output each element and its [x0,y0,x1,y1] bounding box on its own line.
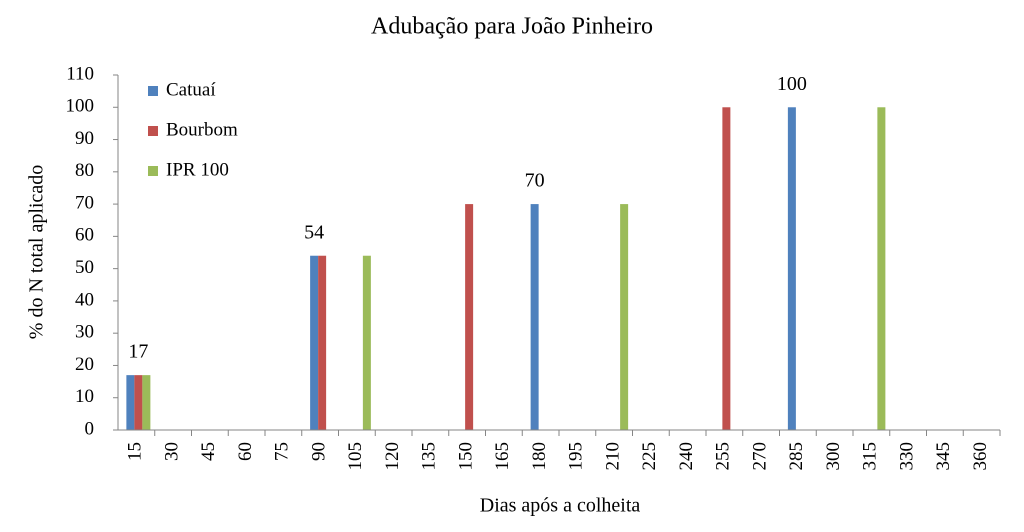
x-tick-label: 165 [492,442,513,471]
x-tick-label: 255 [713,442,734,471]
x-tick-label: 315 [860,442,881,471]
bar [620,204,629,430]
chart-title: Adubação para João Pinheiro [371,14,653,40]
bar [877,107,886,430]
legend-label: IPR 100 [166,159,229,180]
legend-marker [148,86,158,96]
y-tick-label: 40 [75,289,94,310]
x-tick-label: 60 [235,442,256,461]
data-label: 70 [525,170,545,192]
data-label: 54 [304,221,324,243]
bar [530,204,539,430]
y-tick-label: 0 [85,418,95,439]
y-axis-title: % do N total aplicado [26,165,48,339]
x-tick-label: 210 [602,442,623,471]
x-tick-label: 240 [676,442,697,471]
x-tick-label: 180 [529,442,550,471]
x-tick-label: 270 [749,442,770,471]
bar [142,375,151,430]
y-tick-label: 30 [75,322,94,343]
legend-label: Bourbom [166,119,238,140]
y-tick-label: 70 [75,192,94,213]
x-tick-label: 330 [896,442,917,471]
x-tick-label: 345 [933,442,954,471]
x-tick-label: 150 [455,442,476,471]
bar [318,255,327,430]
y-tick-label: 10 [75,386,94,407]
x-tick-label: 45 [198,442,219,461]
legend-label: Catuaí [166,79,216,100]
bar [310,255,319,430]
x-tick-label: 75 [272,442,293,461]
bar [465,204,474,430]
x-tick-label: 30 [161,442,182,461]
x-axis-title: Dias após a colheita [480,495,641,517]
bar [126,375,135,430]
data-label: 17 [128,341,148,363]
y-tick-label: 60 [75,225,94,246]
x-tick-label: 195 [566,442,587,471]
y-tick-label: 20 [75,354,94,375]
y-tick-label: 50 [75,257,94,278]
x-tick-label: 285 [786,442,807,471]
x-tick-label: 300 [823,442,844,471]
legend-marker [148,126,158,136]
bar [722,107,731,430]
x-tick-label: 90 [308,442,329,461]
legend-marker [148,166,158,176]
y-tick-label: 80 [75,160,94,181]
data-label: 100 [777,73,807,95]
x-tick-label: 360 [970,442,991,471]
x-tick-label: 225 [639,442,660,471]
bar [134,375,143,430]
x-tick-label: 105 [345,442,366,471]
bar [362,255,371,430]
bar [787,107,796,430]
y-tick-label: 100 [66,96,95,117]
y-tick-label: 110 [66,63,94,84]
x-tick-label: 135 [419,442,440,471]
y-tick-label: 90 [75,128,94,149]
x-tick-label: 120 [382,442,403,471]
x-tick-label: 15 [125,442,146,461]
